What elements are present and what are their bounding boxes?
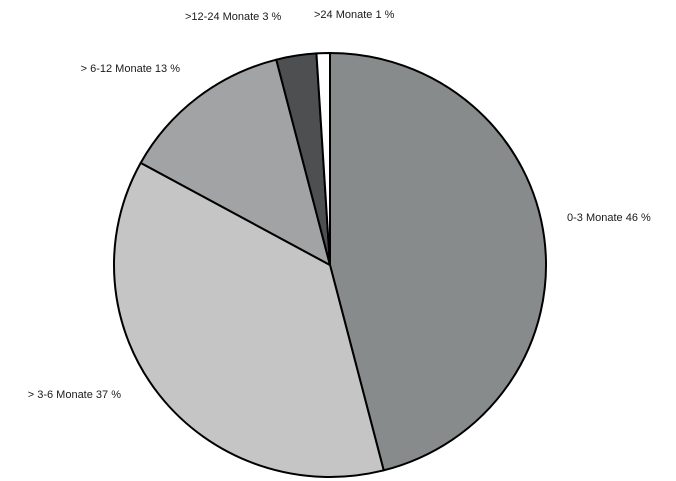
- pie-slice-24-monate: [315, 52, 331, 266]
- pie-slice-0-3-monate: [329, 52, 547, 472]
- pie-slice-3-6-monate: [113, 161, 385, 478]
- slice-label-24-plus: >24 Monate 1 %: [314, 9, 395, 21]
- slice-label-3-6: > 3-6 Monate 37 %: [28, 389, 121, 401]
- pie-labels: 0-3 Monate 46 % > 3-6 Monate 37 % > 6-12…: [28, 9, 651, 401]
- slice-label-6-12: > 6-12 Monate 13 %: [81, 63, 181, 75]
- slice-label-12-24: >12-24 Monate 3 %: [185, 11, 282, 23]
- slice-label-0-3: 0-3 Monate 46 %: [567, 212, 651, 224]
- pie-slice-6-12-monate: [139, 58, 331, 266]
- pie-slices: [113, 52, 547, 478]
